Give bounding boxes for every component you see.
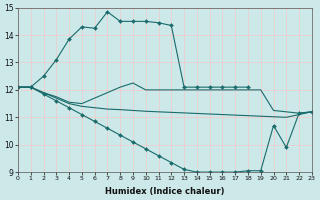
X-axis label: Humidex (Indice chaleur): Humidex (Indice chaleur) [105,187,225,196]
